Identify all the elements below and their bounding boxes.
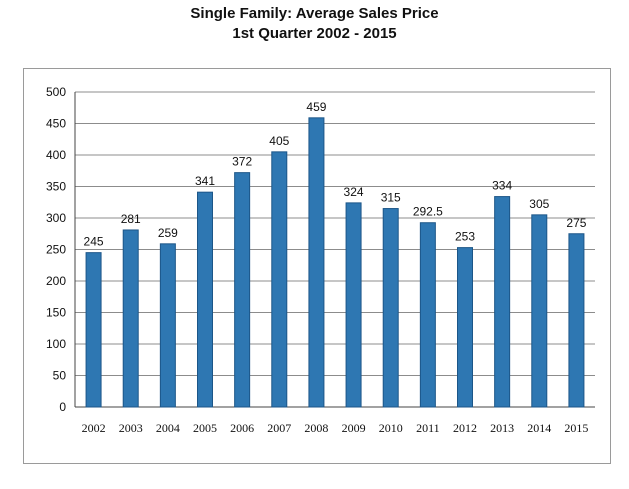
data-label: 372 — [232, 155, 252, 169]
bar — [159, 243, 176, 408]
bar — [122, 229, 139, 408]
bar — [345, 202, 362, 408]
chart-title-block: Single Family: Average Sales Price 1st Q… — [0, 4, 629, 44]
data-label: 334 — [492, 179, 512, 193]
x-tick-label: 2003 — [119, 421, 143, 435]
bar — [568, 233, 585, 408]
x-tick-label: 2009 — [342, 421, 366, 435]
y-tick-label: 150 — [46, 306, 66, 320]
bar — [85, 252, 102, 408]
x-tick-label: 2010 — [379, 421, 403, 435]
y-tick-label: 350 — [46, 180, 66, 194]
data-label: 253 — [455, 230, 475, 244]
data-label: 275 — [566, 216, 586, 230]
x-tick-label: 2004 — [156, 421, 180, 435]
x-tick-label: 2007 — [267, 421, 291, 435]
data-label: 245 — [84, 235, 104, 249]
data-label: 405 — [269, 134, 289, 148]
chart-subtitle: 1st Quarter 2002 - 2015 — [232, 25, 397, 42]
bar — [419, 222, 436, 408]
y-tick-label: 200 — [46, 274, 66, 288]
y-tick-label: 500 — [46, 85, 66, 99]
data-label: 259 — [158, 226, 178, 240]
x-tick-label: 2011 — [416, 421, 440, 435]
y-tick-label: 250 — [46, 243, 66, 257]
bar — [271, 151, 288, 408]
data-label: 305 — [529, 197, 549, 211]
data-label: 315 — [381, 191, 401, 205]
data-label: 341 — [195, 174, 215, 188]
data-label: 281 — [121, 212, 141, 226]
bar — [457, 247, 473, 408]
x-tick-label: 2006 — [230, 421, 254, 435]
chart-title: Single Family: Average Sales Price — [190, 5, 439, 22]
x-tick-label: 2013 — [490, 421, 514, 435]
x-tick-label: 2014 — [527, 421, 551, 435]
y-tick-label: 0 — [59, 400, 66, 414]
bar — [494, 196, 511, 408]
x-tick-label: 2008 — [304, 421, 328, 435]
x-tick-label: 2002 — [82, 421, 106, 435]
data-label: 324 — [344, 185, 364, 199]
bar — [308, 117, 325, 408]
x-tick-label: 2015 — [564, 421, 588, 435]
bar — [197, 191, 213, 408]
x-tick-label: 2012 — [453, 421, 477, 435]
y-tick-label: 450 — [46, 117, 66, 131]
y-tick-label: 50 — [53, 369, 67, 383]
data-label: 459 — [306, 100, 326, 114]
bar — [382, 208, 399, 408]
x-tick-label: 2005 — [193, 421, 217, 435]
y-tick-label: 300 — [46, 211, 66, 225]
bar — [234, 172, 251, 408]
y-tick-label: 100 — [46, 337, 66, 351]
y-tick-label: 400 — [46, 148, 66, 162]
bar — [531, 214, 548, 408]
data-label: 292.5 — [413, 205, 443, 219]
